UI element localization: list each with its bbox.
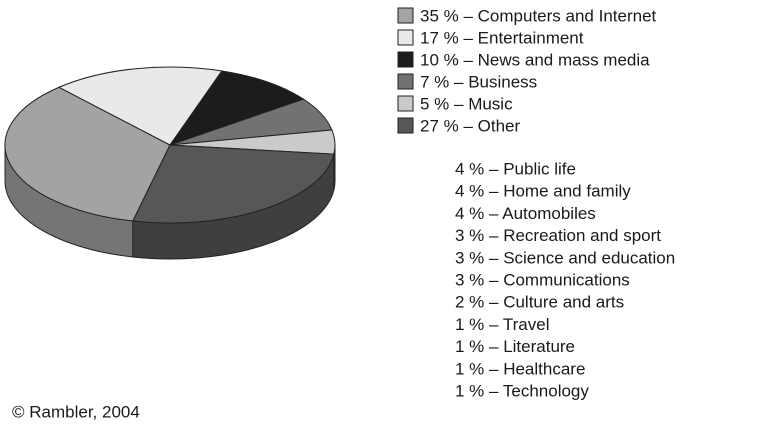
slice <box>168 70 305 146</box>
breakdown-label: 4 % – Automobiles <box>455 204 596 223</box>
legend-label: 10 % – News and mass media <box>420 50 650 69</box>
breakdown-label: 1 % – Literature <box>455 337 575 356</box>
slice <box>57 66 223 146</box>
breakdown-label: 2 % – Culture and arts <box>455 293 624 312</box>
breakdown-label: 1 % – Technology <box>455 381 589 400</box>
breakdown-label: 4 % – Public life <box>455 159 576 178</box>
source: © Rambler, 2004 <box>12 402 140 421</box>
legend-swatch <box>397 73 414 90</box>
legend-label: 35 % – Computers and Internet <box>420 6 657 25</box>
legend-swatch <box>397 7 414 24</box>
legend-swatch <box>397 95 414 112</box>
breakdown-label: 1 % – Healthcare <box>455 359 585 378</box>
legend-swatch <box>397 29 414 46</box>
slice <box>132 144 335 224</box>
legend-label: 5 % – Music <box>420 94 513 113</box>
legend-label: 7 % – Business <box>420 72 537 91</box>
breakdown-label: 3 % – Recreation and sport <box>455 226 661 245</box>
breakdown-label: 3 % – Science and education <box>455 248 675 267</box>
legend-swatch <box>397 51 414 68</box>
legend-swatch <box>397 117 414 134</box>
breakdown-label: 1 % – Travel <box>455 315 550 334</box>
breakdown-label: 4 % – Home and family <box>455 182 631 201</box>
legend-label: 17 % – Entertainment <box>420 28 584 47</box>
slice <box>4 86 171 222</box>
breakdown-label: 3 % – Communications <box>455 270 630 289</box>
legend-label: 27 % – Other <box>420 116 521 135</box>
